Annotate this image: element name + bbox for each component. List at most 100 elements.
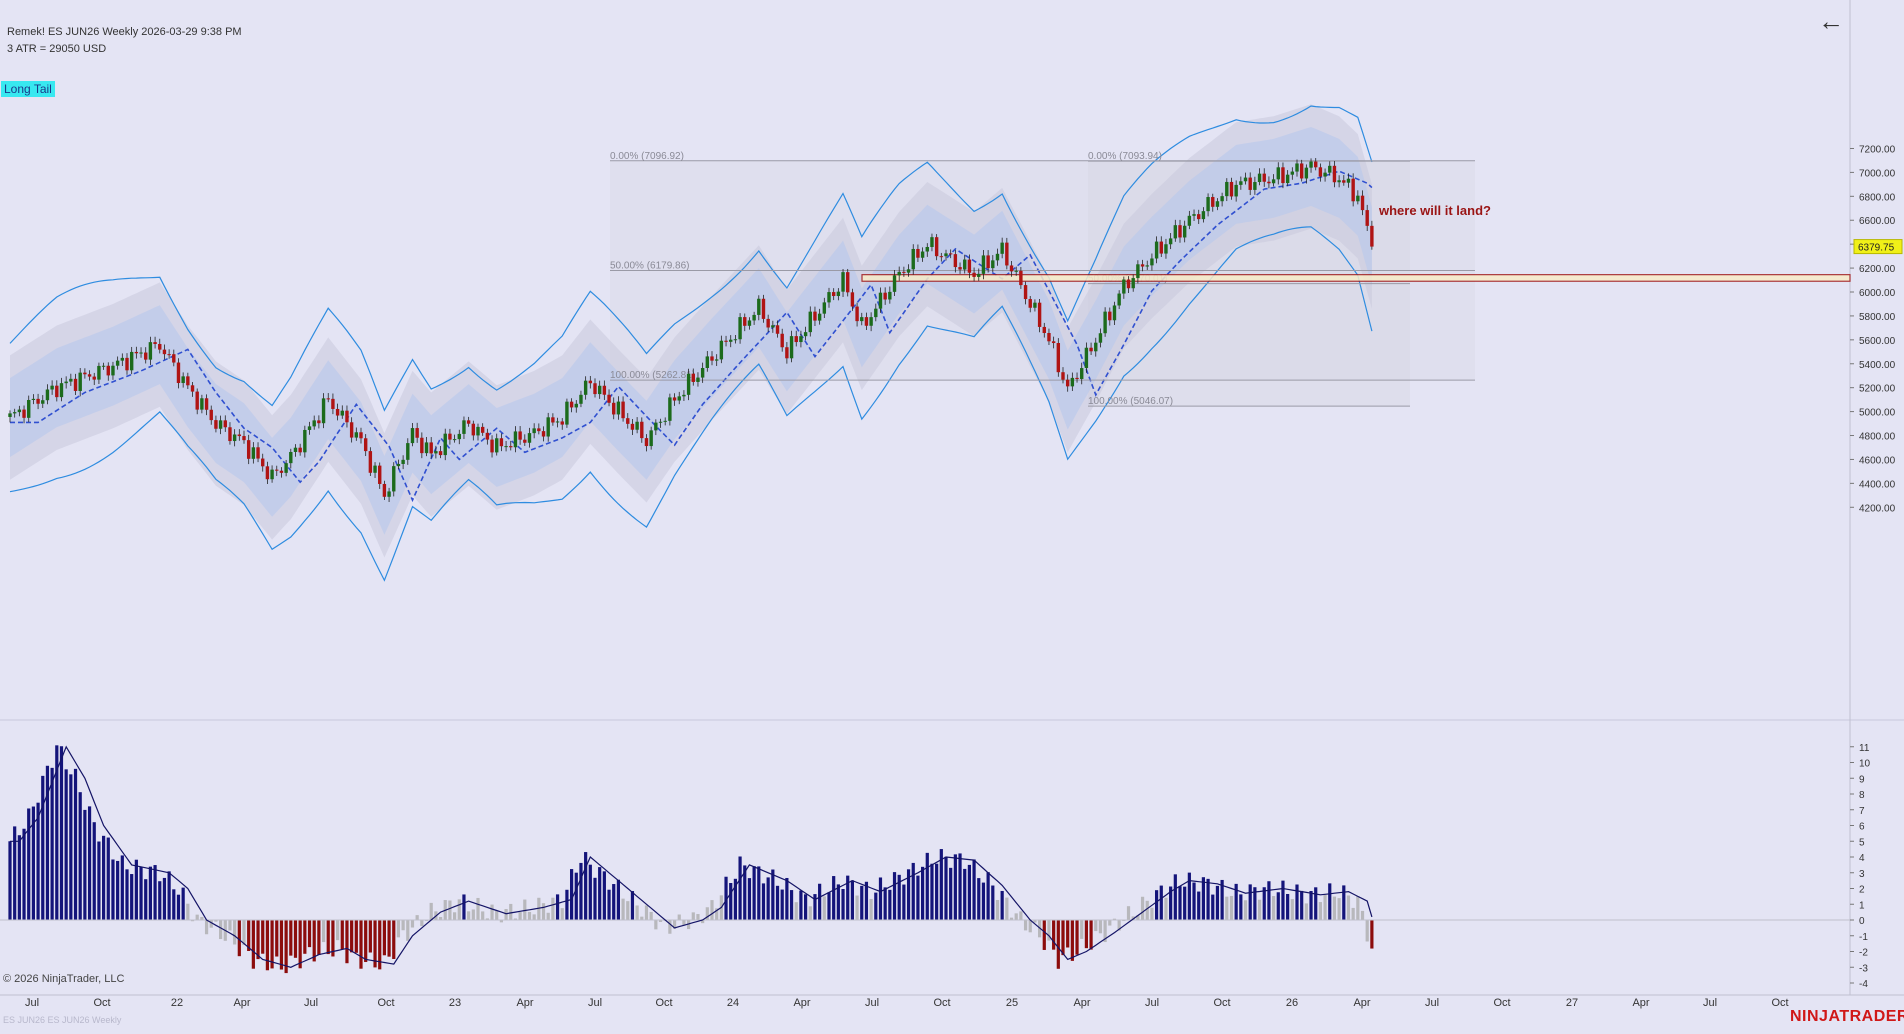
candle [331,398,335,409]
candle [1089,347,1093,352]
histogram-bar [584,852,588,920]
candle [794,336,798,343]
candle [967,259,972,273]
candle [490,439,494,453]
histogram-bar [888,889,892,920]
y-tick-label: 4200.00 [1859,503,1896,514]
histogram-bar [715,908,719,920]
y-tick-label: 4600.00 [1859,455,1896,466]
histogram-bar [462,894,466,920]
x-tick-label: Jul [1145,997,1159,1009]
histogram-bar [31,806,35,920]
candle [1225,181,1229,197]
histogram-bar [710,900,714,920]
candle [1356,195,1360,202]
candle [1028,299,1032,308]
histogram-bar [967,864,971,920]
histogram-bar [17,835,21,920]
histogram-bar [1009,917,1014,920]
candle [1314,161,1318,168]
histogram-bar [546,912,550,920]
histogram-bar [1346,895,1351,920]
candle [1103,311,1107,334]
candle [1276,167,1280,180]
candle [31,398,36,400]
histogram-bar [233,920,237,945]
histogram-bar [106,837,110,920]
histogram-bar [846,875,850,920]
candle [1168,238,1173,245]
histogram-bar [340,920,344,950]
candle [1084,347,1089,369]
histogram-bar [1229,895,1234,920]
candle [83,372,87,375]
candle [864,317,869,326]
histogram-bar [13,826,17,920]
candle [41,400,45,404]
candle [607,394,611,403]
histogram-bar [172,889,176,920]
histogram-bar [630,891,635,920]
candle [438,451,443,456]
x-tick-label: Oct [1771,997,1788,1009]
histogram-bar [602,871,606,920]
histogram-bar [1061,920,1065,956]
histogram-bar [1178,886,1182,920]
x-tick-label: Jul [1425,997,1439,1009]
histogram-bar [780,889,784,920]
candle [1005,242,1009,266]
atr-readout: 3 ATR = 29050 USD [7,43,107,55]
candle [279,470,284,473]
histogram-bar [565,889,569,920]
histogram-bar [130,874,134,920]
x-tick-label: Apr [1632,997,1649,1009]
candle [1323,172,1327,177]
candle [981,255,986,274]
histogram-bar [1257,899,1262,920]
candle [12,412,17,414]
histogram-bar [532,914,536,920]
candle [1234,184,1238,197]
candle [186,376,190,386]
histogram-bar [1033,920,1037,923]
candle [1285,174,1290,184]
histogram-bar [616,879,620,920]
candle [1215,201,1220,207]
histogram-bar [1089,920,1093,950]
histogram-bar [36,802,40,920]
annotation-text: where will it land? [1378,203,1491,218]
histogram-bar [1066,920,1070,948]
candle [59,383,64,398]
histogram-bar [1239,894,1243,920]
candle [214,420,218,429]
candle [246,440,251,459]
back-arrow-icon[interactable]: ← [1818,6,1844,36]
histogram-bar [1342,885,1346,920]
candle [1023,285,1028,300]
copyright-text: © 2026 NinjaTrader, LLC [3,973,125,985]
candle [1328,165,1332,173]
candle [237,434,242,437]
histogram-bar [1094,920,1098,932]
candle [729,339,733,342]
histogram-bar [1295,884,1299,920]
histogram-bar [1253,887,1257,920]
candle [172,354,176,363]
candle [1197,214,1201,220]
histogram-bar [1192,882,1196,920]
candle [1220,196,1224,202]
histogram-bar [27,808,31,920]
histogram-bar [832,876,836,920]
histogram-bar [635,905,639,920]
candle [261,458,265,467]
candle [1033,302,1037,308]
histogram-bar [190,920,195,922]
histogram-bar [279,920,284,970]
brand-logo: NINJATRADER [1790,1008,1904,1025]
fib-label: 100.00% (5262.81) [610,370,695,381]
candle [242,436,246,441]
histogram-bar [1197,891,1201,920]
candle [480,426,485,433]
candle [836,291,841,297]
